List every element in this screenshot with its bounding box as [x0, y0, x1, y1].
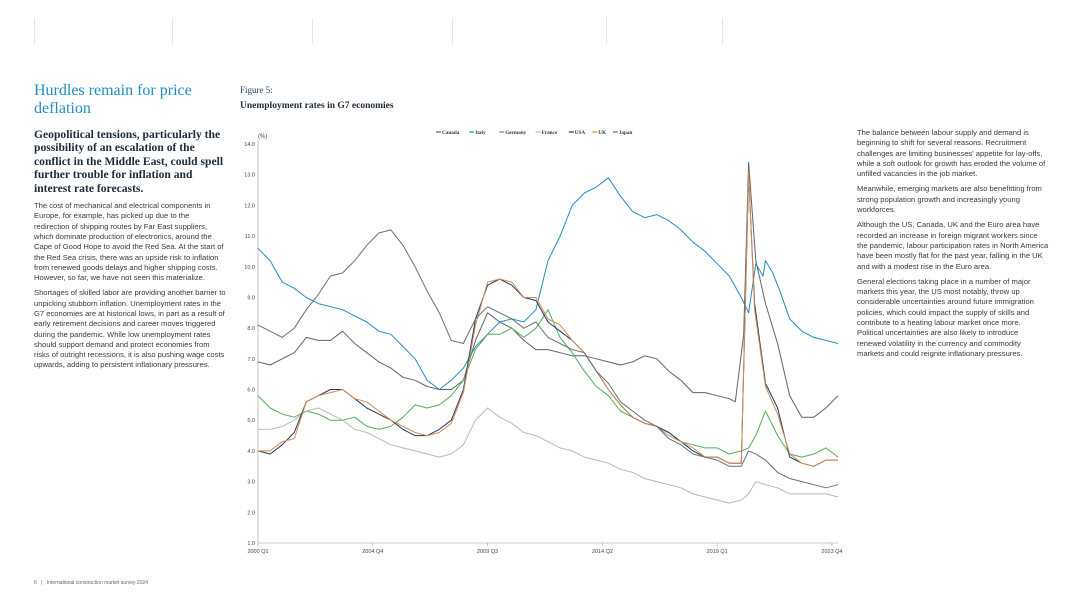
top-divider: [312, 18, 313, 44]
footer-text: International construction market survey…: [46, 580, 149, 586]
right-column: The balance between labour supply and de…: [857, 128, 1049, 364]
y-tick-label: 2.0: [247, 510, 255, 516]
body-paragraph: General elections taking place in a numb…: [857, 276, 1034, 358]
legend-label-italy: Italy: [475, 130, 486, 136]
top-divider: [452, 18, 453, 44]
series-line-france: [258, 407, 839, 504]
footer-separator: |: [41, 580, 43, 586]
y-tick-label: 11.0: [245, 234, 255, 240]
y-tick-label: 10.0: [244, 265, 255, 271]
y-tick-label: 4.0: [247, 449, 255, 455]
y-tick-label: 5.0: [247, 418, 255, 424]
legend-label-usa: USA: [575, 130, 586, 136]
page-number: 6: [34, 580, 37, 586]
y-tick-label: 1.0: [247, 541, 255, 547]
x-tick-label: 2023 Q4: [821, 549, 842, 555]
y-tick-label: 13.0: [244, 173, 255, 179]
y-tick-label: 8.0: [247, 326, 255, 332]
legend-label-germany: Germany: [505, 130, 526, 136]
series-line-germany: [257, 309, 839, 458]
x-tick-label: 2019 Q1: [707, 549, 728, 555]
footer: 6 | International construction market su…: [34, 580, 151, 586]
series-line-italy: [257, 177, 839, 390]
body-paragraph: Shortages of skilled labor are providing…: [34, 288, 226, 370]
y-tick-label: 6.0: [247, 388, 255, 394]
figure-label: Figure 5:: [240, 85, 273, 95]
section-title: Hurdles remain for price deflation: [34, 82, 192, 117]
series-line-uk: [258, 171, 838, 467]
top-divider: [722, 18, 723, 44]
y-tick-label: 3.0: [247, 480, 255, 486]
x-tick-label: 2014 Q2: [592, 549, 613, 555]
legend-label-canada: Canada: [442, 130, 460, 136]
x-tick-label: 2000 Q1: [247, 549, 268, 555]
legend-label-france: France: [542, 130, 558, 136]
legend-label-uk: UK: [598, 130, 606, 136]
series-line-japan: [257, 229, 839, 489]
series-line-canada: [257, 161, 839, 418]
y-tick-label: 12.0: [244, 203, 255, 209]
lead-paragraph: Geopolitical tensions, particularly the …: [34, 128, 224, 195]
body-paragraph: Meanwhile, emerging markets are also ben…: [857, 184, 1042, 215]
body-paragraph: Although the US, Canada, UK and the Euro…: [857, 220, 1049, 271]
x-tick-label: 2009 Q3: [477, 549, 498, 555]
y-tick-label: 9.0: [247, 295, 255, 301]
y-axis-unit: (%): [258, 134, 267, 140]
x-tick-label: 2004 Q4: [362, 549, 383, 555]
top-divider: [34, 18, 35, 44]
top-divider: [172, 18, 173, 44]
body-paragraph: The balance between labour supply and de…: [857, 128, 1046, 179]
top-divider: [606, 18, 607, 44]
legend-label-japan: Japan: [619, 130, 633, 136]
body-paragraph: The cost of mechanical and electrical co…: [34, 201, 224, 283]
figure-title: Unemployment rates in G7 economies: [240, 101, 394, 111]
unemployment-line-chart: (%) 1.0 2.0 3.0 4.0 5.0 6.0 7.0 8.0 9.0 10.0 11.0 12…: [244, 130, 842, 555]
left-column: Hurdles remain for price deflation Geopo…: [34, 82, 226, 376]
y-tick-label: 7.0: [247, 357, 255, 363]
y-tick-label: 14.0: [244, 142, 255, 148]
